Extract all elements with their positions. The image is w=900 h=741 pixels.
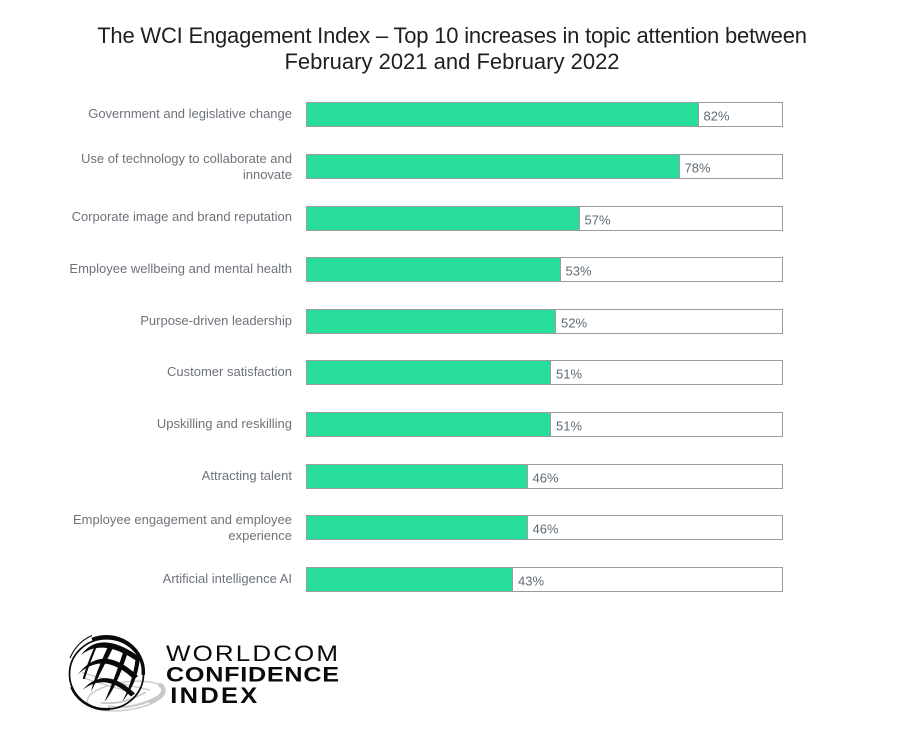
svg-text:INDEX: INDEX [170, 683, 259, 708]
svg-text:WORLDCOM: WORLDCOM [166, 642, 340, 667]
svg-text:CONFIDENCE: CONFIDENCE [166, 662, 340, 686]
